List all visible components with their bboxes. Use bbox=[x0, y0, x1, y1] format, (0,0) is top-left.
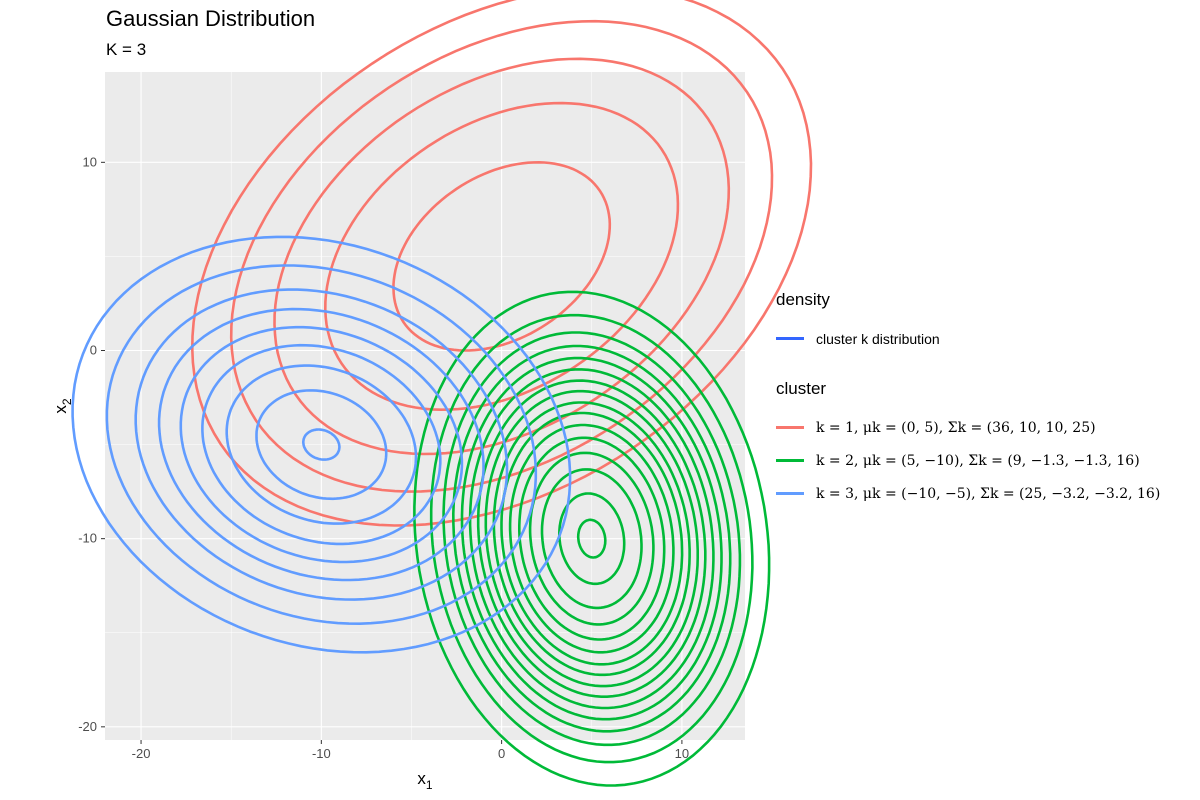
legend-item-cluster-3: k = 3, μk = (−10, −5), Σk = (25, −3.2, −… bbox=[776, 477, 1160, 510]
chart-title: Gaussian Distribution bbox=[106, 6, 316, 31]
contour-cluster-2-level-1 bbox=[576, 518, 607, 559]
y-tick-label: -20 bbox=[78, 719, 97, 734]
legend-label-density: cluster k distribution bbox=[816, 330, 940, 347]
contour-cluster-2-level-5 bbox=[517, 436, 666, 641]
contour-cluster-1-level-2 bbox=[323, 101, 680, 412]
contour-cluster-3-level-2 bbox=[255, 389, 388, 501]
x-tick-label: -10 bbox=[312, 746, 331, 761]
contour-cluster-3-level-3 bbox=[225, 364, 418, 525]
contour-cluster-3-level-8 bbox=[105, 264, 538, 626]
x-axis-title: x1 bbox=[417, 769, 433, 792]
x-tick-label: 10 bbox=[675, 746, 689, 761]
legend-label-cluster-1: k = 1, μk = (0, 5), Σk = (36, 10, 10, 25… bbox=[816, 419, 1096, 436]
contour-cluster-2-level-9 bbox=[484, 389, 700, 688]
contour-cluster-2-level-15 bbox=[429, 313, 754, 764]
chart-subtitle: K = 3 bbox=[106, 40, 147, 59]
contour-cluster-3-level-9 bbox=[71, 235, 572, 654]
legend-item-cluster-2: k = 2, μk = (5, −10), Σk = (9, −1.3, −1.… bbox=[776, 444, 1160, 477]
contour-cluster-2-level-3 bbox=[540, 468, 643, 610]
contour-cluster-2-level-12 bbox=[460, 356, 723, 721]
legend-density-title: density bbox=[776, 290, 830, 309]
legend-label-cluster-3: k = 3, μk = (−10, −5), Σk = (25, −3.2, −… bbox=[816, 485, 1161, 502]
contour-cluster-2-level-8 bbox=[492, 401, 691, 677]
y-axis: -20 -10 0 10 bbox=[78, 154, 105, 734]
contour-cluster-2-level-11 bbox=[468, 368, 715, 710]
plot-panel bbox=[105, 72, 745, 740]
legend-key-cluster-1 bbox=[776, 426, 804, 429]
contour-cluster-1-level-5 bbox=[190, 0, 813, 527]
contour-cluster-3-level-7 bbox=[134, 288, 509, 601]
y-tick-label: 10 bbox=[83, 154, 97, 169]
x-axis: -20 -10 0 10 bbox=[132, 740, 689, 761]
legend: density cluster k distribution cluster k… bbox=[776, 290, 1160, 510]
y-axis-title: x2 bbox=[51, 398, 74, 414]
contour-cluster-1-level-4 bbox=[229, 19, 774, 493]
contour-cluster-2-level-6 bbox=[508, 423, 675, 654]
legend-label-cluster-2: k = 2, μk = (5, −10), Σk = (9, −1.3, −1.… bbox=[816, 452, 1140, 469]
y-tick-label: 0 bbox=[90, 342, 97, 357]
x-tick-label: 0 bbox=[498, 746, 505, 761]
legend-density: density cluster k distribution bbox=[776, 290, 1160, 355]
contour-layer bbox=[71, 0, 813, 787]
contour-cluster-3-level-1 bbox=[301, 428, 341, 461]
legend-key-cluster-2 bbox=[776, 459, 804, 462]
legend-item-density: cluster k distribution bbox=[776, 322, 1160, 355]
legend-item-cluster-1: k = 1, μk = (0, 5), Σk = (36, 10, 10, 25… bbox=[776, 411, 1160, 444]
contour-cluster-2-level-2 bbox=[557, 492, 626, 586]
contour-cluster-3-level-5 bbox=[179, 325, 464, 564]
y-tick-label: -10 bbox=[78, 531, 97, 546]
legend-cluster-title: cluster bbox=[776, 379, 827, 398]
contour-cluster-1-level-3 bbox=[273, 57, 731, 456]
legend-key-cluster-3 bbox=[776, 492, 804, 495]
contour-cluster-3-level-4 bbox=[201, 343, 442, 546]
contour-cluster-3-level-6 bbox=[157, 307, 485, 582]
contour-cluster-2-level-16 bbox=[413, 290, 771, 787]
contour-cluster-2-level-14 bbox=[442, 331, 742, 747]
legend-key-density bbox=[776, 337, 804, 340]
contour-cluster-2-level-13 bbox=[451, 344, 732, 733]
legend-cluster: cluster k = 1, μk = (0, 5), Σk = (36, 10… bbox=[776, 379, 1160, 510]
x-tick-label: -20 bbox=[132, 746, 151, 761]
